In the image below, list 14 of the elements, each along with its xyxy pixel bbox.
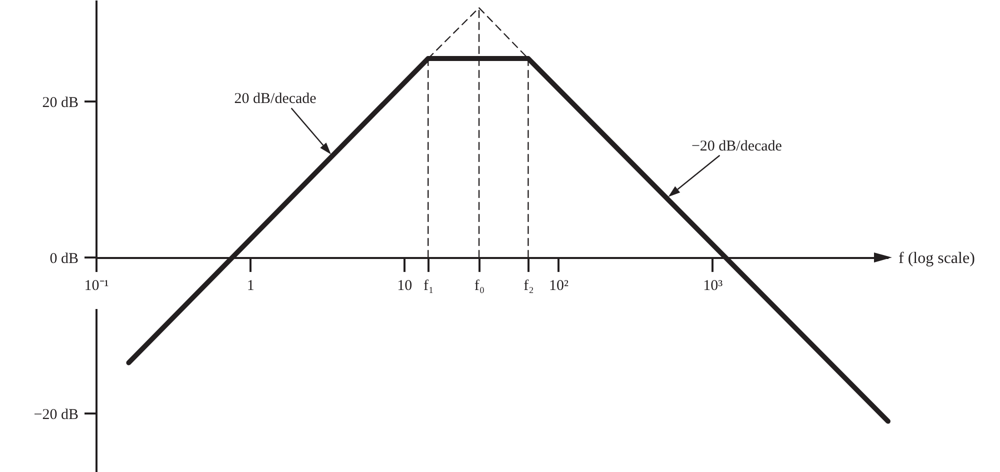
x-tick-label: 10	[397, 278, 412, 294]
x-tick-label: f₁	[423, 278, 434, 294]
x-axis-title: f (log scale)	[898, 250, 975, 267]
x-tick-label: f₂	[524, 278, 534, 294]
x-tick-label: 10²	[549, 278, 570, 294]
annotation: 20 dB/decade	[234, 91, 317, 108]
y-tick-label: 20 dB	[42, 94, 78, 111]
y-tick-label: −20 dB	[34, 406, 78, 423]
x-tick-label: f₀	[474, 278, 485, 294]
y-tick-label: 0 dB	[50, 250, 78, 267]
x-tick-label: 10³	[703, 278, 724, 294]
x-tick-label: 10⁻¹	[84, 278, 109, 294]
x-tick-label: 1	[246, 278, 254, 294]
annotation: −20 dB/decade	[691, 138, 782, 154]
